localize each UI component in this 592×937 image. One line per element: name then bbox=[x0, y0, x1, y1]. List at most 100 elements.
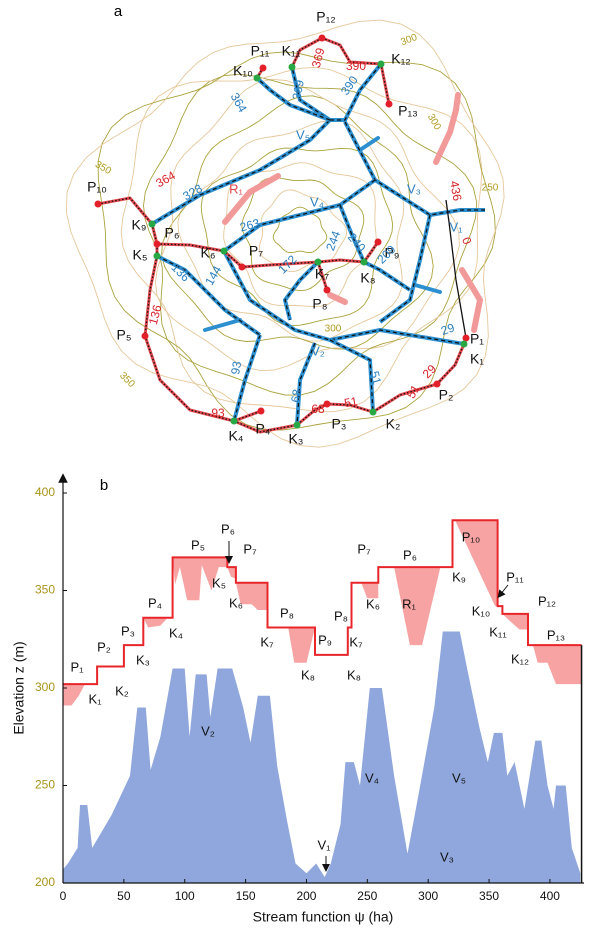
contour-line bbox=[155, 79, 459, 370]
node bbox=[461, 341, 468, 348]
annotation: P₆ bbox=[403, 547, 417, 562]
node bbox=[231, 418, 238, 425]
x-tick-label: 150 bbox=[236, 889, 256, 903]
figure: a b P₁P₂P₃P₄P₅P₆P₇P₈P₉P₁₀P₁₁P₁₂P₁₃K₁K₂K₃… bbox=[0, 0, 592, 932]
annotation: K₁₁ bbox=[489, 624, 507, 639]
contour-label: 300 bbox=[325, 324, 342, 335]
node-label: K₅ bbox=[133, 247, 148, 263]
node-label: K₁₀ bbox=[233, 63, 253, 79]
annotation: V₅ bbox=[452, 770, 466, 785]
node bbox=[289, 64, 296, 71]
ridge-point-label: P₁₁ bbox=[251, 43, 270, 59]
ridge-point bbox=[154, 241, 161, 248]
annotation: K₅ bbox=[212, 575, 226, 590]
contour-label: 300 bbox=[399, 32, 419, 48]
ridge-point-label: P₃ bbox=[331, 416, 346, 432]
annotation: K₆ bbox=[366, 596, 380, 611]
valley-label: V₅ bbox=[296, 127, 310, 142]
stream-label: 29 bbox=[439, 320, 457, 338]
node bbox=[154, 253, 161, 260]
node bbox=[254, 75, 261, 82]
panel-label: a bbox=[114, 3, 123, 20]
stream-dash bbox=[345, 122, 485, 215]
valley-label: V₂ bbox=[311, 343, 325, 358]
contour-label: 350 bbox=[93, 159, 113, 177]
valley-label: V₁ bbox=[449, 219, 463, 234]
annotation: K₃ bbox=[136, 652, 150, 667]
node-label: K₈ bbox=[360, 270, 375, 286]
stream-stub bbox=[205, 320, 240, 330]
node bbox=[361, 259, 368, 266]
ridge-point bbox=[95, 201, 102, 208]
ridge-point bbox=[258, 408, 265, 415]
node-label: K₇ bbox=[315, 266, 329, 282]
y-tick-label: 250 bbox=[35, 778, 55, 792]
ridge-point-label: P₈ bbox=[312, 296, 327, 312]
node-label: K₁₁ bbox=[282, 43, 301, 59]
y-tick-label: 400 bbox=[35, 485, 55, 499]
annotation: V₂ bbox=[201, 723, 215, 738]
node-label: K₁ bbox=[470, 351, 484, 367]
ridge-point-label: P₁ bbox=[470, 331, 484, 347]
x-tick-label: 0 bbox=[60, 889, 67, 903]
ridge-point-label: P₂ bbox=[439, 387, 454, 403]
stream bbox=[234, 335, 260, 421]
x-tick-label: 300 bbox=[418, 889, 438, 903]
ridge-label: 29 bbox=[420, 362, 440, 382]
contour-line bbox=[201, 148, 392, 326]
x-tick-label: 100 bbox=[175, 889, 195, 903]
ridge-label: 436 bbox=[447, 180, 464, 202]
annotation: P₁₃ bbox=[547, 627, 565, 642]
annotation: P₁₀ bbox=[462, 529, 480, 544]
ridge-point-label: P₁₂ bbox=[316, 9, 336, 25]
contour-label: 300 bbox=[425, 112, 443, 132]
node bbox=[315, 259, 322, 266]
ridge-label: 51 bbox=[343, 394, 359, 410]
ridge-zone bbox=[462, 270, 480, 330]
ridge-point bbox=[386, 101, 393, 108]
annotation: R₁ bbox=[402, 596, 416, 611]
pointer-arrow bbox=[500, 585, 508, 595]
ridge-point bbox=[319, 35, 326, 42]
stream-label: 244 bbox=[323, 229, 343, 253]
node bbox=[221, 248, 228, 255]
x-tick-label: 350 bbox=[479, 889, 499, 903]
ridge-point-label: P₄ bbox=[255, 421, 270, 437]
stream-label: 369 bbox=[290, 78, 307, 100]
panel-label: b bbox=[100, 477, 108, 494]
node bbox=[370, 409, 377, 416]
annotation: K₁₂ bbox=[511, 651, 529, 666]
annotation: P₈ bbox=[334, 608, 348, 623]
ridge-label: 0 bbox=[459, 235, 475, 246]
stream-label: 172 bbox=[275, 252, 299, 276]
x-tick-label: 400 bbox=[540, 889, 560, 903]
annotation: P₈ bbox=[280, 605, 294, 620]
ridge-label: 390 bbox=[346, 59, 366, 73]
ridge-label: 93 bbox=[211, 406, 225, 420]
node-label: K₉ bbox=[132, 217, 147, 233]
annotation: K₈ bbox=[301, 667, 315, 682]
ridge-point bbox=[324, 287, 331, 294]
x-tick-label: 200 bbox=[296, 889, 316, 903]
stream-stub bbox=[360, 138, 378, 150]
annotation: K₉ bbox=[452, 569, 466, 584]
node bbox=[378, 61, 385, 68]
ridge-point bbox=[239, 264, 246, 271]
y-tick-label: 300 bbox=[35, 680, 55, 694]
annotation: P₅ bbox=[191, 537, 205, 552]
annotation: K₇ bbox=[349, 634, 363, 649]
ridge-point-label: P₁₀ bbox=[87, 179, 107, 195]
node-label: K₆ bbox=[201, 245, 216, 261]
annotation: V₃ bbox=[440, 849, 454, 864]
ridge-label: 51 bbox=[404, 382, 423, 401]
annotation: P₉ bbox=[318, 632, 332, 647]
valley-label: V₄ bbox=[310, 194, 324, 209]
x-tick-label: 250 bbox=[357, 889, 377, 903]
ridge-point-label: P₁₃ bbox=[398, 103, 418, 119]
annotation: P₇ bbox=[357, 541, 371, 556]
annotation: V₄ bbox=[365, 770, 379, 785]
x-tick-label: 50 bbox=[117, 889, 131, 903]
y-tick-label: 200 bbox=[35, 875, 55, 889]
stream-label: 240 bbox=[345, 230, 369, 255]
valley-label: V₃ bbox=[407, 181, 421, 196]
